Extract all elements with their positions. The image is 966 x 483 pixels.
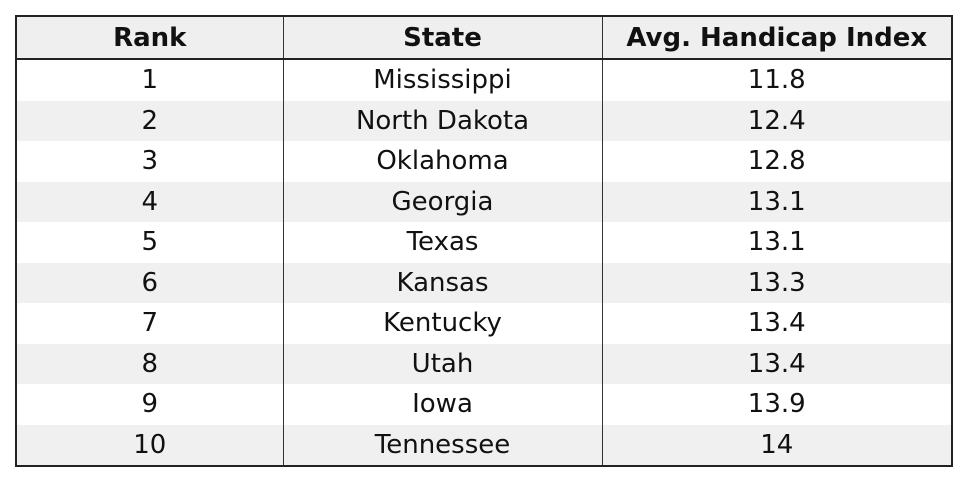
table-cell: Tennessee [282,424,603,466]
table-row: 7 Kentucky 13.4 [15,303,953,344]
header-cell: Rank [15,16,284,60]
table-cell: 1 [15,59,284,101]
table-cell: 13.4 [601,303,953,344]
table-cell: 5 [15,222,284,263]
table-cell: 12.4 [601,100,953,141]
table-row: 8 Utah 13.4 [15,343,953,384]
table-cell: 4 [15,181,284,222]
table-cell: Kentucky [282,303,603,344]
table-cell: Iowa [282,384,603,425]
table-cell: 7 [15,303,284,344]
header-row: Rank State Avg. Handicap Index [15,16,953,60]
table-cell: 3 [15,141,284,182]
table-row: 10 Tennessee 14 [15,424,953,466]
table-cell: 13.3 [601,262,953,303]
handicap-table: Rank State Avg. Handicap Index 1 Mississipp… [15,15,953,467]
table-cell: Utah [282,343,603,384]
table-cell: 9 [15,384,284,425]
table-cell: 13.9 [601,384,953,425]
table-cell: Kansas [282,262,603,303]
table-cell: 14 [601,424,953,466]
table-cell: 6 [15,262,284,303]
table-row: 6 Kansas 13.3 [15,262,953,303]
table-cell: 13.4 [601,343,953,384]
table-cell: Oklahoma [282,141,603,182]
table-row: 2 North Dakota 12.4 [15,100,953,141]
table-cell: 10 [15,424,284,466]
table-row: 4 Georgia 13.1 [15,181,953,222]
table-cell: 2 [15,100,284,141]
table-cell: North Dakota [282,100,603,141]
table-cell: 11.8 [601,59,953,101]
table-cell: Georgia [282,181,603,222]
table-cell: 12.8 [601,141,953,182]
header-cell: State [282,16,603,60]
header-cell: Avg. Handicap Index [601,16,953,60]
table-cell: Texas [282,222,603,263]
table-cell: Mississippi [282,59,603,101]
table-cell: 8 [15,343,284,384]
table-row: 1 Mississippi 11.8 [15,59,953,101]
table-row: 3 Oklahoma 12.8 [15,141,953,182]
table-row: 5 Texas 13.1 [15,222,953,263]
table-cell: 13.1 [601,181,953,222]
table-cell: 13.1 [601,222,953,263]
table-row: 9 Iowa 13.9 [15,384,953,425]
table-body: 1 Mississippi 11.8 2 North Dakota 12.4 3 Oklaho… [15,59,953,466]
